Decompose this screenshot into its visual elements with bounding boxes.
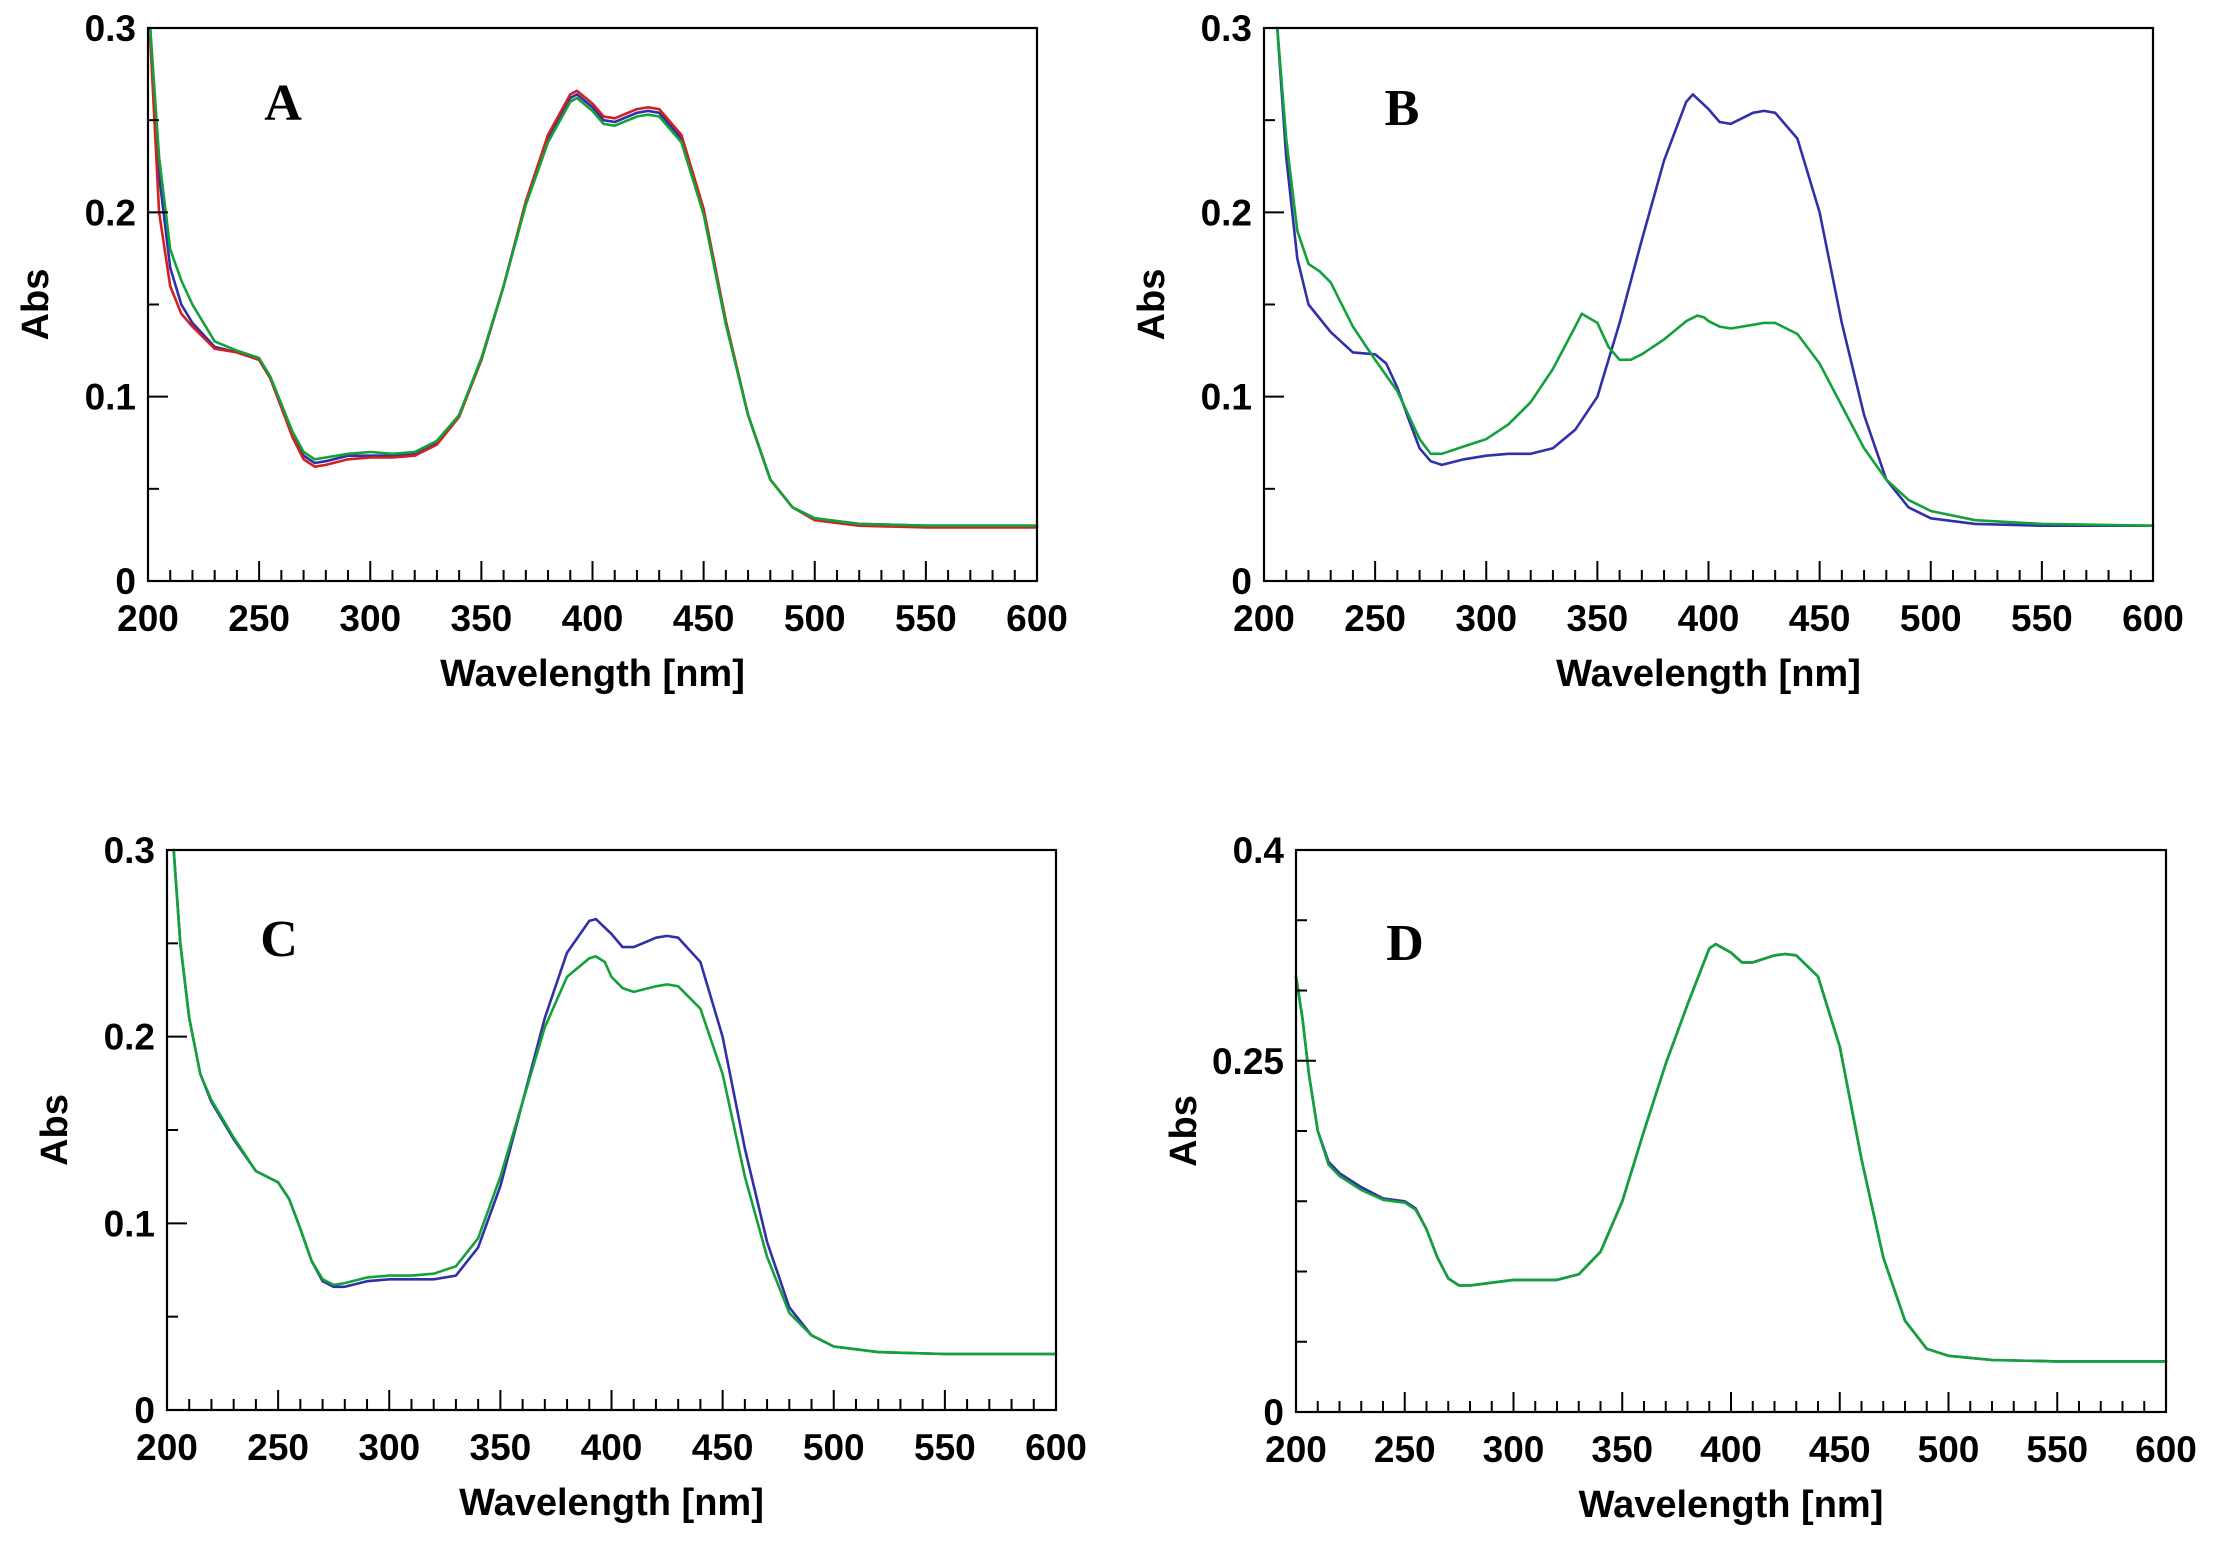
- chart-c-x-tick-label: 200: [136, 1427, 198, 1468]
- chart-c-x-tick-label: 550: [914, 1427, 976, 1468]
- chart-d-panel-label: D: [1386, 915, 1424, 972]
- chart-b-x-tick-label: 550: [2011, 598, 2073, 639]
- chart-b-x-tick-label: 450: [1789, 598, 1851, 639]
- chart-d-x-tick-label: 550: [2026, 1429, 2088, 1470]
- chart-d-x-tick-label: 600: [2135, 1429, 2197, 1470]
- chart-d-x-tick-label: 400: [1700, 1429, 1762, 1470]
- chart-a-x-tick-label: 450: [673, 598, 735, 639]
- chart-b-x-tick-label: 200: [1233, 598, 1295, 639]
- chart-a-x-tick-label: 250: [228, 598, 290, 639]
- chart-b: 200 250 300 350 400 450 500 550 600 0 0.1 0.2 0.3 Wav…: [1131, 8, 2184, 695]
- chart-c-x-tick-label: 450: [692, 1427, 754, 1468]
- chart-b-x-axis-title: Wavelength [nm]: [1556, 653, 1861, 695]
- chart-c-y-tick-label: 0: [134, 1390, 155, 1431]
- chart-a: 200 250 300 350 400 450 500 550 600 0 0.1 0.2 0.3 Wav…: [15, 8, 1068, 695]
- chart-c-panel-label: C: [260, 911, 298, 968]
- chart-a-x-tick-label: 400: [562, 598, 624, 639]
- chart-d-x-tick-label: 200: [1265, 1429, 1327, 1470]
- chart-b-panel-label: B: [1385, 80, 1420, 137]
- chart-b-x-tick-label: 400: [1678, 598, 1740, 639]
- chart-a-x-tick-label: 600: [1006, 598, 1068, 639]
- chart-c-x-tick-label: 500: [803, 1427, 865, 1468]
- chart-d-x-tick-label: 350: [1591, 1429, 1653, 1470]
- chart-d-x-tick-label: 300: [1483, 1429, 1545, 1470]
- chart-a-panel-label: A: [264, 75, 302, 132]
- chart-a-x-tick-label: 300: [339, 598, 401, 639]
- chart-c-series-green-line: [172, 848, 1058, 1356]
- chart-a-y-tick-label: 0.2: [85, 192, 136, 233]
- chart-d-y-tick-label: 0.4: [1233, 830, 1285, 871]
- chart-b-x-tick-label: 300: [1455, 598, 1517, 639]
- chart-b-y-tick-label: 0.3: [1201, 8, 1252, 49]
- chart-b-x-tick-label: 350: [1567, 598, 1629, 639]
- chart-c-y-tick-label: 0.1: [104, 1203, 155, 1244]
- chart-b-y-tick-label: 0: [1231, 561, 1252, 602]
- chart-c-y-axis-title: Abs: [34, 1094, 76, 1166]
- chart-d-x-tick-label: 450: [1809, 1429, 1871, 1470]
- chart-b-x-tick-label: 250: [1344, 598, 1406, 639]
- chart-a-y-tick-label: 0.1: [85, 377, 136, 418]
- chart-a-y-tick-label: 0.3: [85, 8, 136, 49]
- chart-a-y-tick-label: 0: [115, 561, 136, 602]
- chart-c: 200 250 300 350 400 450 500 550 600 0 0.1 0.2 0.3 Wav…: [34, 830, 1087, 1524]
- chart-a-series-green-line: [148, 26, 1039, 527]
- chart-b-series-blue-line: [1276, 26, 2155, 527]
- chart-a-x-axis-title: Wavelength [nm]: [440, 653, 745, 695]
- chart-c-x-axis-title: Wavelength [nm]: [459, 1482, 764, 1524]
- chart-b-series-green-line: [1276, 26, 2155, 527]
- chart-c-x-tick-label: 400: [581, 1427, 643, 1468]
- chart-c-x-tick-label: 350: [470, 1427, 532, 1468]
- chart-b-y-tick-label: 0.2: [1201, 192, 1252, 233]
- chart-a-x-tick-label: 200: [117, 598, 179, 639]
- chart-c-x-tick-label: 600: [1025, 1427, 1087, 1468]
- chart-a-y-axis-title: Abs: [15, 269, 57, 341]
- chart-d-series-blue-line: [1294, 942, 2168, 1363]
- chart-d-x-axis-title: Wavelength [nm]: [1579, 1484, 1884, 1526]
- chart-d-x-tick-label: 500: [1918, 1429, 1980, 1470]
- chart-d: 200 250 300 350 400 450 500 550 600 0 0.25 0.4 Wavel…: [1163, 830, 2197, 1526]
- chart-c-x-tick-label: 300: [358, 1427, 420, 1468]
- chart-a-x-tick-label: 550: [895, 598, 957, 639]
- chart-d-plot-frame: [1294, 848, 2168, 1414]
- chart-b-y-axis-title: Abs: [1131, 269, 1173, 341]
- chart-a-x-tick-label: 500: [784, 598, 846, 639]
- chart-d-y-tick-label: 0: [1263, 1392, 1284, 1433]
- chart-b-x-tick-label: 600: [2122, 598, 2184, 639]
- chart-d-x-tick-label: 250: [1374, 1429, 1436, 1470]
- chart-d-y-axis-title: Abs: [1163, 1095, 1205, 1167]
- chart-b-x-tick-label: 500: [1900, 598, 1962, 639]
- chart-a-x-tick-label: 350: [451, 598, 513, 639]
- chart-c-y-tick-label: 0.3: [104, 830, 155, 871]
- chart-b-y-tick-label: 0.1: [1201, 377, 1252, 418]
- chart-c-x-tick-label: 250: [247, 1427, 309, 1468]
- chart-d-y-tick-label: 0.25: [1212, 1041, 1284, 1082]
- chart-d-series-green-line: [1294, 942, 2168, 1363]
- chart-c-series-blue-line: [172, 848, 1058, 1356]
- chart-c-y-tick-label: 0.2: [104, 1017, 155, 1058]
